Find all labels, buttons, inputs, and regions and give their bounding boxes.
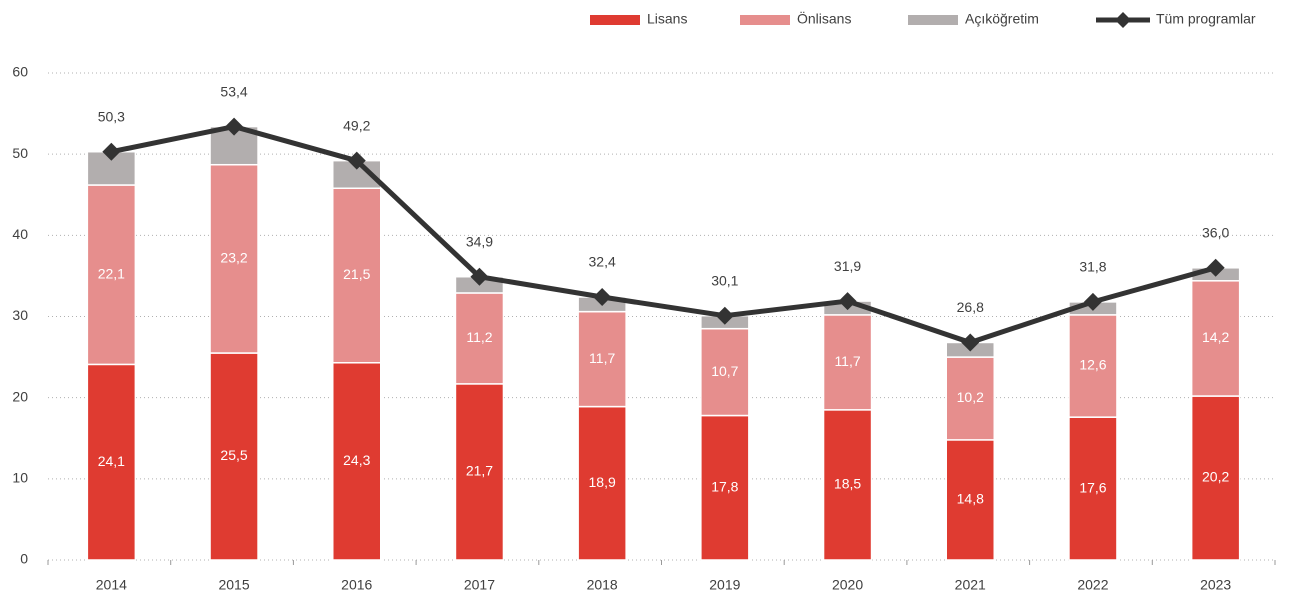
line-marker bbox=[1083, 292, 1102, 311]
y-tick-label: 0 bbox=[20, 551, 28, 567]
bar-segment bbox=[700, 327, 750, 417]
bar-value-label: 20,2 bbox=[1202, 469, 1229, 485]
line-value-label: 34,9 bbox=[466, 233, 493, 249]
bar-value-label: 11,7 bbox=[834, 353, 860, 369]
x-tick-label: 2018 bbox=[587, 577, 618, 593]
bar-segment bbox=[86, 363, 137, 561]
line-value-label: 36,0 bbox=[1202, 225, 1229, 241]
y-tick-label: 30 bbox=[12, 307, 28, 323]
bar-segment bbox=[945, 356, 995, 441]
x-tick-label: 2017 bbox=[464, 577, 495, 593]
line-value-label: 49,2 bbox=[343, 117, 370, 133]
x-tick-label: 2015 bbox=[218, 577, 249, 593]
bar-segment bbox=[332, 362, 382, 561]
y-tick-label: 20 bbox=[12, 388, 28, 404]
y-tick-label: 10 bbox=[12, 470, 28, 486]
y-tick-label: 50 bbox=[12, 145, 28, 161]
bar-value-label: 10,7 bbox=[711, 363, 738, 379]
bar-value-label: 23,2 bbox=[220, 250, 247, 266]
bar-value-label: 11,7 bbox=[589, 350, 615, 366]
line-marker bbox=[1206, 258, 1225, 277]
bar-value-label: 10,2 bbox=[957, 389, 984, 405]
legend-swatch bbox=[590, 15, 640, 25]
x-tick-label: 2019 bbox=[709, 577, 740, 593]
bar-value-label: 11,2 bbox=[466, 329, 492, 345]
x-tick-label: 2023 bbox=[1200, 577, 1231, 593]
bar-value-label: 25,5 bbox=[220, 447, 247, 463]
line-marker bbox=[961, 333, 980, 352]
line-marker bbox=[225, 117, 244, 136]
bar-value-label: 18,9 bbox=[589, 474, 616, 490]
bar-segment bbox=[1190, 280, 1241, 397]
x-tick-label: 2016 bbox=[341, 577, 372, 593]
bar-segment bbox=[1068, 314, 1118, 418]
bar-segment bbox=[454, 292, 505, 385]
bar-segment bbox=[1068, 416, 1118, 561]
legend-marker bbox=[1115, 12, 1131, 28]
bar-value-label: 14,2 bbox=[1202, 329, 1229, 345]
bar-value-label: 21,5 bbox=[343, 266, 370, 282]
legend-swatch bbox=[908, 15, 958, 25]
line-value-label: 53,4 bbox=[220, 83, 247, 99]
x-tick-label: 2022 bbox=[1077, 577, 1108, 593]
line-value-label: 30,1 bbox=[711, 272, 738, 288]
bar-value-label: 17,8 bbox=[711, 478, 738, 494]
line-marker bbox=[593, 288, 612, 307]
line-value-label: 26,8 bbox=[957, 299, 984, 315]
bar-segment bbox=[577, 310, 627, 408]
legend-label: Lisans bbox=[647, 11, 687, 27]
legend-label: Açıköğretim bbox=[965, 11, 1039, 27]
bar-value-label: 12,6 bbox=[1079, 357, 1106, 373]
bar-value-label: 21,7 bbox=[466, 463, 493, 479]
bar-value-label: 14,8 bbox=[957, 491, 984, 507]
bar-segment bbox=[822, 409, 873, 561]
bar-value-label: 22,1 bbox=[98, 265, 125, 281]
line-value-label: 32,4 bbox=[589, 254, 616, 270]
x-tick-label: 2020 bbox=[832, 577, 863, 593]
line-value-label: 31,8 bbox=[1079, 259, 1106, 275]
bar-value-label: 18,5 bbox=[834, 476, 861, 492]
bar-value-label: 24,3 bbox=[343, 452, 370, 468]
legend-label: Önlisans bbox=[797, 10, 851, 27]
line-value-label: 50,3 bbox=[98, 108, 125, 124]
bar-segment bbox=[332, 187, 382, 364]
legend-swatch bbox=[740, 15, 790, 25]
line-marker bbox=[838, 292, 857, 311]
legend-label: Tüm programlar bbox=[1156, 11, 1256, 27]
line-marker bbox=[347, 151, 366, 170]
bar-segment bbox=[577, 405, 627, 561]
bar-value-label: 24,1 bbox=[98, 453, 125, 469]
y-tick-label: 60 bbox=[12, 64, 28, 80]
bar-value-label: 17,6 bbox=[1079, 479, 1106, 495]
bar-segment bbox=[700, 414, 750, 561]
line-value-label: 31,9 bbox=[834, 258, 861, 274]
line-marker bbox=[470, 267, 489, 286]
line-marker bbox=[102, 142, 121, 161]
x-tick-label: 2014 bbox=[96, 577, 127, 593]
x-tick-label: 2021 bbox=[955, 577, 986, 593]
line bbox=[110, 124, 1217, 345]
y-tick-label: 40 bbox=[12, 226, 28, 242]
bar-segment bbox=[1190, 395, 1241, 561]
line-marker bbox=[715, 306, 734, 325]
bar-segment bbox=[209, 163, 259, 354]
